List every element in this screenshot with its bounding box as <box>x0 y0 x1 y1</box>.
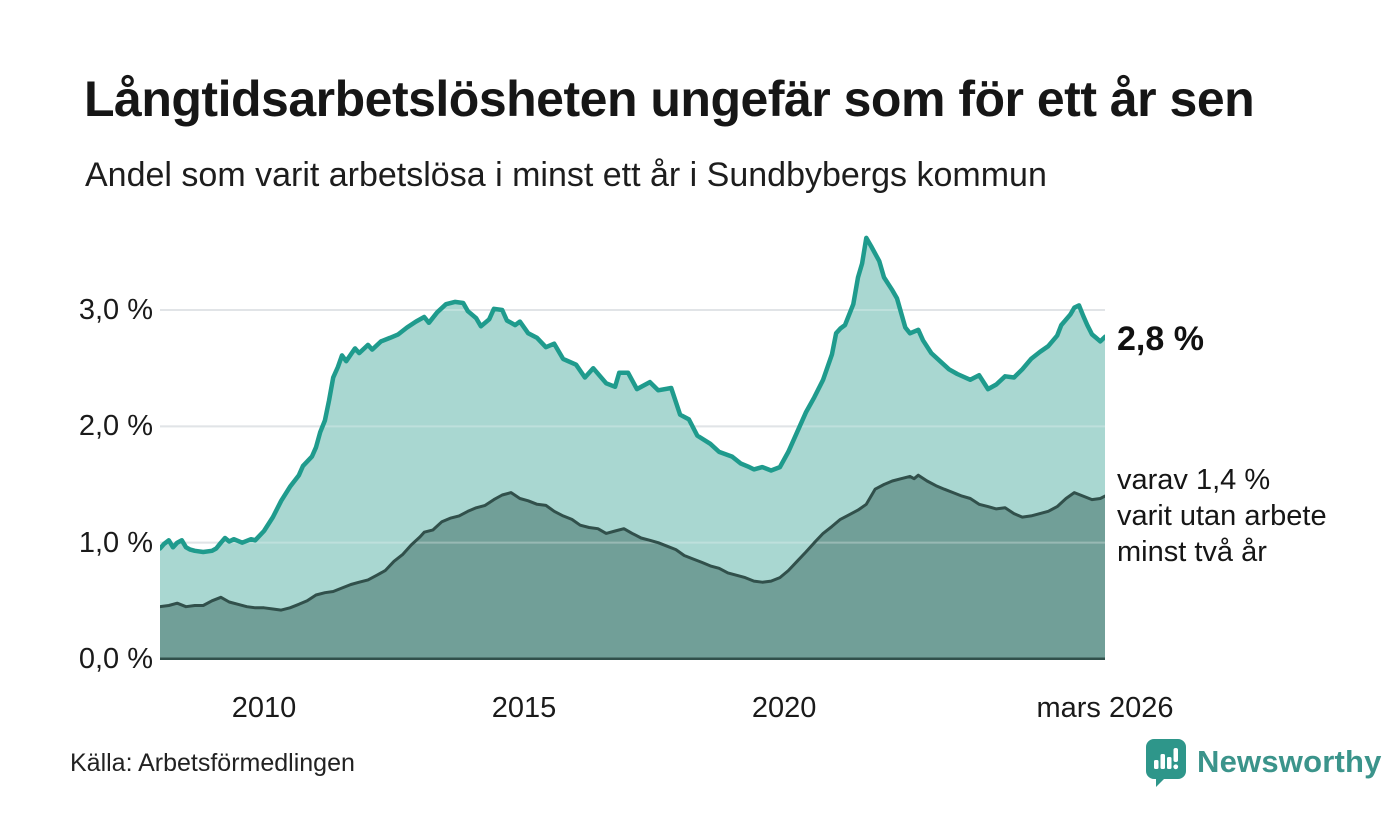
brand-name: Newsworthy <box>1197 744 1382 779</box>
bar-3 <box>1167 757 1172 769</box>
secondary-end-value-label: varav 1,4 % varit utan arbete minst två … <box>1117 462 1327 570</box>
y-tick-label: 2,0 % <box>78 410 153 443</box>
secondary-label-line-1: varav 1,4 % <box>1117 464 1271 496</box>
secondary-label-line-3: minst två år <box>1117 536 1267 568</box>
bar-2 <box>1160 754 1165 769</box>
end-value-label: 2,8 % <box>1117 320 1204 358</box>
x-tick-label: mars 2026 <box>1036 692 1174 724</box>
y-tick-label: 0,0 % <box>78 643 153 675</box>
exclamation-bar <box>1173 748 1178 762</box>
newsworthy-icon <box>1146 739 1186 787</box>
area-unemployed-two-years <box>160 475 1105 659</box>
page-subtitle: Andel som varit arbetslösa i minst ett å… <box>85 156 1047 194</box>
x-tick-label: 2020 <box>751 692 817 724</box>
line-unemployed-one-year <box>160 235 1105 555</box>
speech-bubble-shape <box>1146 739 1186 787</box>
source-note: Källa: Arbetsförmedlingen <box>70 749 355 777</box>
y-tick-label: 3,0 % <box>78 294 153 326</box>
x-tick-label: 2010 <box>231 692 297 724</box>
exclamation-dot <box>1173 764 1179 770</box>
secondary-label-line-2: varit utan arbete <box>1117 500 1327 532</box>
x-tick-label: 2015 <box>491 692 557 724</box>
area-chart <box>160 235 1105 660</box>
bar-1 <box>1154 760 1159 769</box>
page-title: Långtidsarbetslösheten ungefär som för e… <box>84 71 1255 127</box>
y-tick-label: 1,0 % <box>78 526 153 559</box>
brand-logo: Newsworthy <box>1146 739 1382 787</box>
line-unemployed-two-years <box>160 473 1105 612</box>
